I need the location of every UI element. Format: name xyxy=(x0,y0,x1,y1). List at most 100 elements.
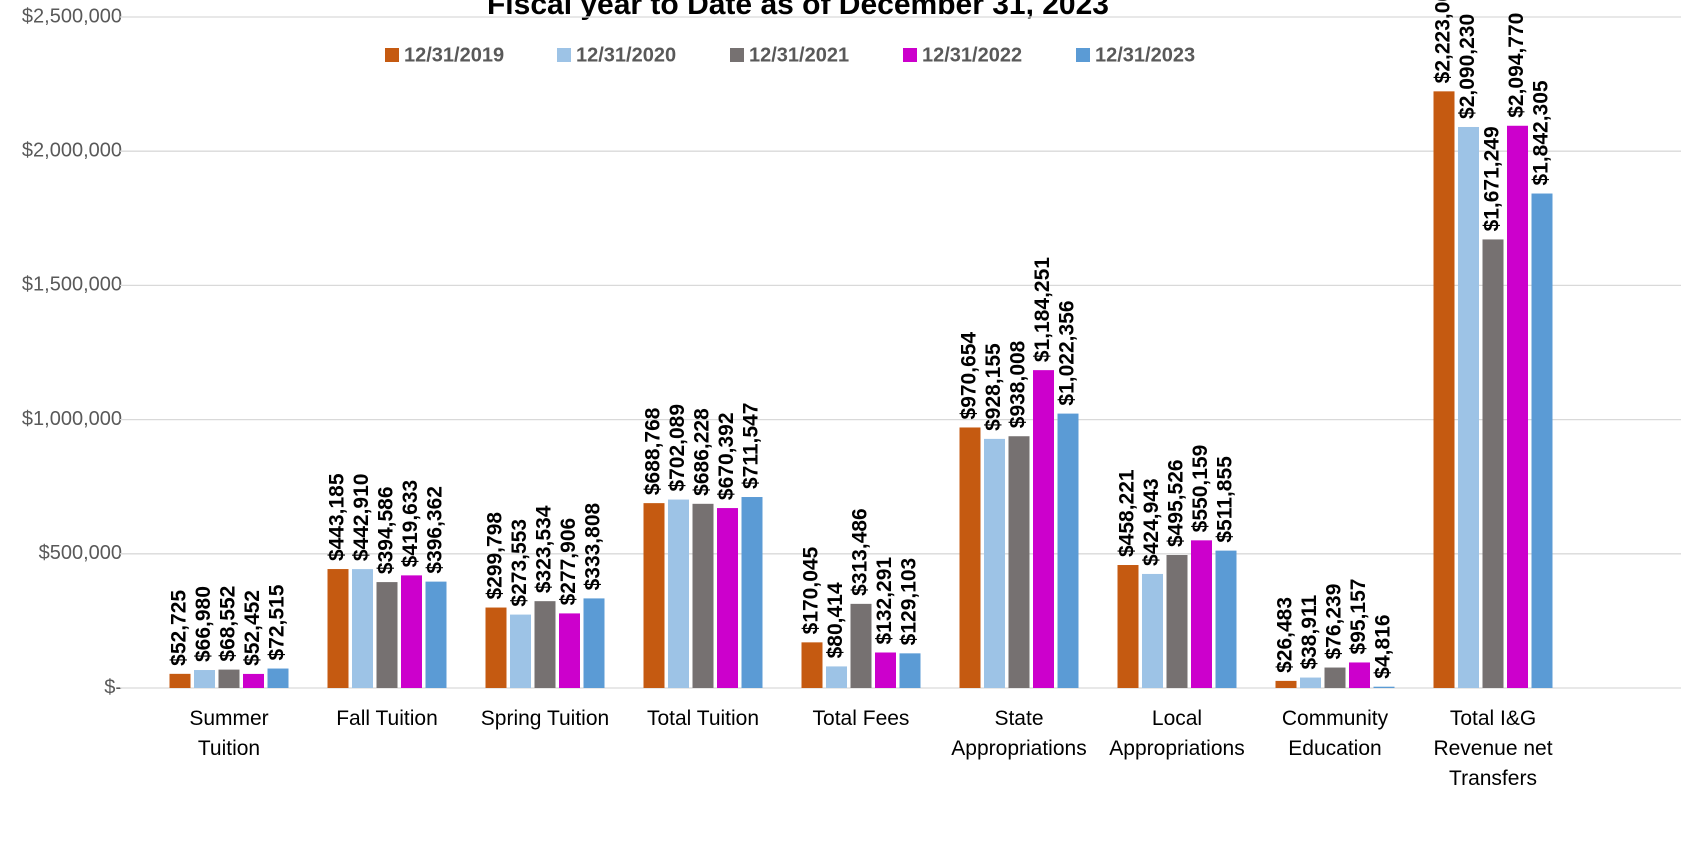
data-label: $938,008 xyxy=(1007,340,1030,428)
legend-label: 12/31/2020 xyxy=(576,44,676,66)
data-label: $273,553 xyxy=(508,519,531,607)
data-label: $2,094,770 xyxy=(1505,13,1528,118)
bar xyxy=(218,669,240,688)
data-label: $495,526 xyxy=(1165,459,1188,547)
bar xyxy=(169,673,191,688)
legend-label: 12/31/2023 xyxy=(1095,44,1195,66)
x-tick-label: Total I&G Revenue net Transfers xyxy=(1433,707,1553,790)
data-label: $1,671,249 xyxy=(1481,126,1504,231)
data-label: $72,515 xyxy=(266,584,289,660)
legend-label: 12/31/2022 xyxy=(922,44,1022,66)
bar xyxy=(1191,540,1212,688)
data-label: $4,816 xyxy=(1372,614,1395,678)
data-label: $670,392 xyxy=(715,412,738,500)
data-label: $443,185 xyxy=(326,473,349,561)
x-tick-label: Summer Tuition xyxy=(189,707,269,760)
bar xyxy=(1349,662,1370,688)
data-label: $458,221 xyxy=(1116,469,1139,557)
bar xyxy=(643,503,665,688)
y-tick-label: $500,000 xyxy=(39,542,122,564)
y-tick-label: $1,500,000 xyxy=(22,274,122,296)
data-label: $68,552 xyxy=(217,586,240,662)
data-label: $2,090,230 xyxy=(1456,14,1479,119)
data-label: $132,291 xyxy=(873,557,896,645)
data-label: $550,159 xyxy=(1189,445,1212,533)
x-tick-label: Community Education xyxy=(1281,707,1389,760)
data-label: $442,910 xyxy=(350,474,373,562)
data-label: $170,045 xyxy=(800,546,823,634)
bar xyxy=(327,569,349,688)
x-tick-label: Fall Tuition xyxy=(336,707,438,730)
x-tick-label: Local Appropriations xyxy=(1109,707,1245,760)
data-label: $511,855 xyxy=(1214,456,1237,543)
data-label: $129,103 xyxy=(898,558,921,646)
data-label: $299,798 xyxy=(484,512,507,600)
x-tick-label: Total Fees xyxy=(812,707,910,730)
y-tick-label: $2,000,000 xyxy=(22,139,122,161)
data-label: $711,547 xyxy=(740,403,763,489)
data-label: $38,911 xyxy=(1298,594,1321,669)
bar xyxy=(1142,573,1163,688)
bar xyxy=(850,603,872,688)
bar xyxy=(376,582,398,688)
bar xyxy=(1166,555,1188,688)
bar xyxy=(194,670,215,688)
data-label: $323,534 xyxy=(533,505,556,593)
legend-swatch xyxy=(1076,48,1090,62)
bar xyxy=(668,499,689,688)
data-label: $970,654 xyxy=(958,332,981,420)
data-label: $26,483 xyxy=(1274,597,1297,673)
bar xyxy=(1458,126,1479,688)
data-label: $702,089 xyxy=(666,404,689,492)
data-label: $277,906 xyxy=(557,518,580,606)
data-label: $76,239 xyxy=(1323,584,1346,660)
bar xyxy=(1482,239,1504,688)
legend-swatch xyxy=(385,48,399,62)
y-tick-label: $- xyxy=(104,676,122,698)
bar xyxy=(583,598,605,688)
bar xyxy=(959,427,981,688)
data-label: $424,943 xyxy=(1140,478,1163,566)
bar xyxy=(1507,125,1528,688)
bar xyxy=(1275,680,1297,688)
bar xyxy=(1008,436,1030,688)
bar xyxy=(984,438,1005,688)
bar xyxy=(1531,193,1553,689)
bar xyxy=(899,653,921,688)
data-label: $1,184,251 xyxy=(1031,257,1054,362)
bar xyxy=(401,575,422,688)
bar xyxy=(559,613,580,688)
bar xyxy=(1433,91,1455,688)
data-label: $1,022,356 xyxy=(1056,300,1079,405)
x-tick-label: Total Tuition xyxy=(646,707,760,730)
data-label: $80,414 xyxy=(824,582,847,658)
bar xyxy=(801,642,823,688)
bar xyxy=(1117,565,1139,688)
data-label: $419,633 xyxy=(399,480,422,568)
data-label: $686,228 xyxy=(691,408,714,496)
legend-label: 12/31/2021 xyxy=(749,44,849,66)
bar xyxy=(534,601,556,688)
bar xyxy=(875,652,896,688)
bar xyxy=(692,503,714,688)
bar xyxy=(425,581,447,688)
bar xyxy=(826,666,847,688)
data-label: $52,452 xyxy=(241,590,264,666)
data-label: $95,157 xyxy=(1347,579,1370,655)
data-label: $2,223,000 xyxy=(1432,0,1455,83)
chart-title: Fiscal year to Date as of December 31, 2… xyxy=(487,0,1109,21)
data-label: $688,768 xyxy=(642,407,665,495)
x-tick-label: State Appropriations xyxy=(951,707,1087,760)
bar xyxy=(1373,686,1395,688)
data-label: $52,725 xyxy=(168,590,191,666)
bar xyxy=(1057,413,1079,688)
bar xyxy=(352,569,373,688)
bar xyxy=(1300,677,1321,688)
data-label: $396,362 xyxy=(424,486,447,574)
bar xyxy=(1215,550,1237,688)
legend-swatch xyxy=(903,48,917,62)
y-tick-label: $1,000,000 xyxy=(22,408,122,430)
bar xyxy=(717,508,738,688)
